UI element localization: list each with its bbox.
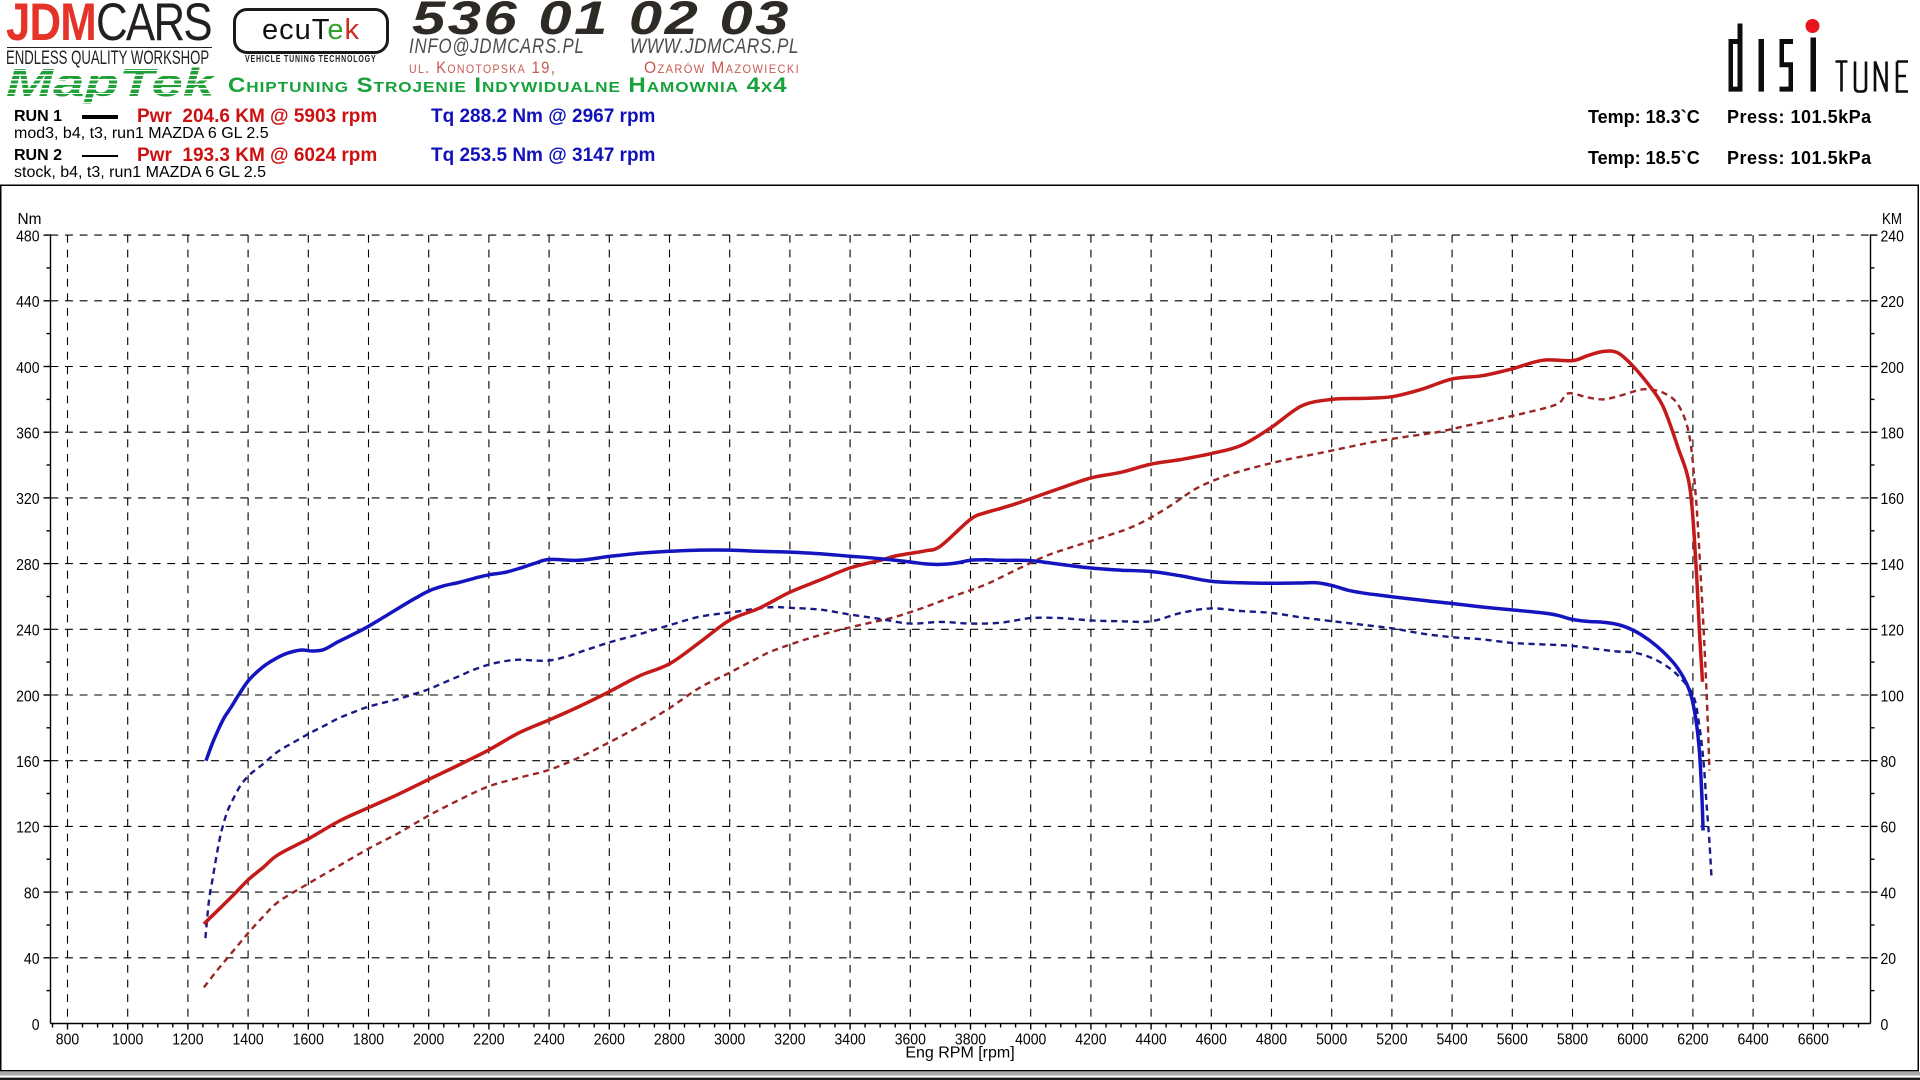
svg-text:Eng RPM [rpm]: Eng RPM [rpm] [905, 1045, 1014, 1062]
svg-text:0: 0 [1881, 1017, 1889, 1034]
svg-text:3400: 3400 [835, 1031, 866, 1048]
svg-text:5200: 5200 [1376, 1031, 1407, 1048]
svg-text:4600: 4600 [1196, 1031, 1227, 1048]
svg-text:280: 280 [16, 557, 39, 574]
svg-text:5400: 5400 [1437, 1031, 1468, 1048]
svg-text:40: 40 [1881, 885, 1897, 902]
svg-text:1200: 1200 [172, 1031, 203, 1048]
svg-text:4400: 4400 [1136, 1031, 1167, 1048]
svg-text:4800: 4800 [1256, 1031, 1287, 1048]
svg-text:400: 400 [16, 360, 39, 377]
svg-text:140: 140 [1881, 557, 1904, 574]
svg-text:Nm: Nm [18, 211, 42, 228]
svg-text:200: 200 [16, 688, 39, 705]
svg-text:5800: 5800 [1557, 1031, 1588, 1048]
svg-text:3600: 3600 [895, 1031, 926, 1048]
svg-text:180: 180 [1881, 426, 1904, 443]
svg-text:2800: 2800 [654, 1031, 685, 1048]
svg-text:6200: 6200 [1677, 1031, 1708, 1048]
svg-text:2200: 2200 [473, 1031, 504, 1048]
svg-text:4200: 4200 [1075, 1031, 1106, 1048]
svg-text:160: 160 [1881, 491, 1904, 508]
svg-text:60: 60 [1881, 820, 1897, 837]
svg-text:440: 440 [16, 294, 39, 311]
svg-text:100: 100 [1881, 688, 1904, 705]
svg-text:40: 40 [24, 951, 40, 968]
svg-text:2400: 2400 [534, 1031, 565, 1048]
svg-text:1000: 1000 [112, 1031, 143, 1048]
svg-text:240: 240 [1881, 228, 1904, 245]
svg-text:1800: 1800 [353, 1031, 384, 1048]
svg-text:3200: 3200 [774, 1031, 805, 1048]
svg-text:200: 200 [1881, 360, 1904, 377]
svg-text:360: 360 [16, 426, 39, 443]
svg-text:220: 220 [1881, 294, 1904, 311]
svg-text:320: 320 [16, 491, 39, 508]
svg-text:6000: 6000 [1617, 1031, 1648, 1048]
svg-text:4000: 4000 [1015, 1031, 1046, 1048]
svg-text:6600: 6600 [1798, 1031, 1829, 1048]
svg-text:5000: 5000 [1316, 1031, 1347, 1048]
svg-text:240: 240 [16, 623, 39, 640]
svg-text:2600: 2600 [594, 1031, 625, 1048]
svg-text:3000: 3000 [714, 1031, 745, 1048]
svg-text:0: 0 [32, 1017, 40, 1034]
svg-text:480: 480 [16, 228, 39, 245]
svg-text:1600: 1600 [293, 1031, 324, 1048]
svg-text:3800: 3800 [955, 1031, 986, 1048]
svg-text:800: 800 [56, 1031, 79, 1048]
svg-text:1400: 1400 [233, 1031, 264, 1048]
svg-text:80: 80 [24, 885, 40, 902]
svg-text:20: 20 [1881, 951, 1897, 968]
svg-text:120: 120 [1881, 623, 1904, 640]
svg-text:80: 80 [1881, 754, 1897, 771]
svg-text:KM: KM [1882, 211, 1902, 228]
svg-text:120: 120 [16, 820, 39, 837]
svg-text:5600: 5600 [1497, 1031, 1528, 1048]
svg-text:2000: 2000 [413, 1031, 444, 1048]
svg-text:160: 160 [16, 754, 39, 771]
svg-text:6400: 6400 [1738, 1031, 1769, 1048]
